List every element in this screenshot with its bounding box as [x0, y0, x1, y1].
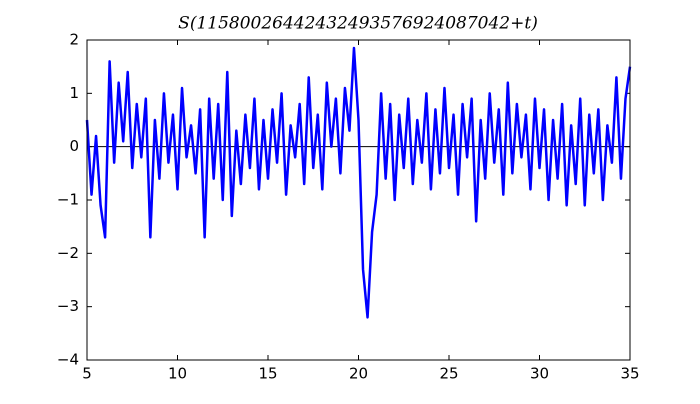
x-tick-label: 35	[620, 365, 639, 383]
y-tick-label: 2	[69, 31, 79, 49]
plot-frame	[86, 39, 631, 361]
x-tick-label: 20	[349, 365, 368, 383]
y-tick-label: −4	[57, 351, 79, 369]
x-tick-label: 10	[168, 365, 187, 383]
x-tick-label: 30	[530, 365, 549, 383]
x-tick-label: 15	[258, 365, 277, 383]
chart-title: S(11580026442432493576924087042+t)	[178, 14, 538, 34]
y-tick-label: 0	[69, 137, 79, 155]
y-tick-label: −2	[57, 244, 79, 262]
y-tick-label: −3	[57, 297, 79, 315]
x-tick-label: 5	[82, 365, 92, 383]
x-tick-label: 25	[439, 365, 458, 383]
y-tick-label: −1	[57, 191, 79, 209]
y-tick-label: 1	[69, 84, 79, 102]
line-series	[85, 46, 632, 319]
